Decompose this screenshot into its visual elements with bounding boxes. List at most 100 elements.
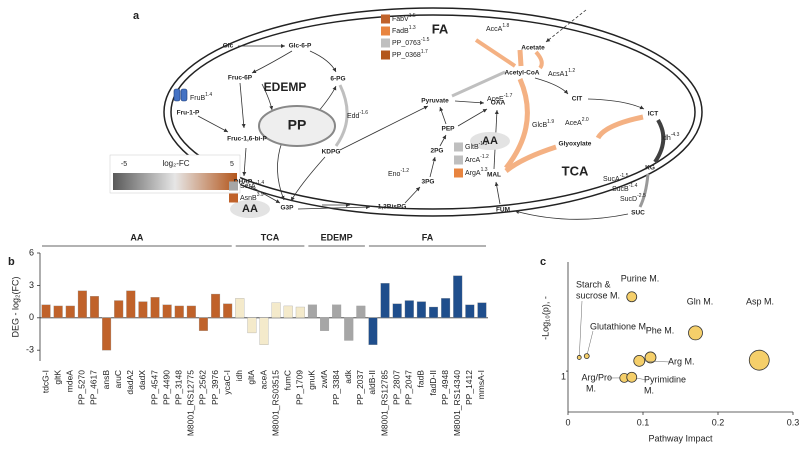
enzyme-name: FadB xyxy=(392,28,409,35)
enzyme-fc: 1.3 xyxy=(481,167,488,173)
colorbar-min: -5 xyxy=(121,161,127,168)
x-tick-label: PP_4490 xyxy=(161,370,171,405)
enzyme-label: AccA1.8 xyxy=(486,23,510,33)
bar xyxy=(332,304,342,318)
enzyme-swatch xyxy=(454,142,463,152)
bar xyxy=(320,317,330,331)
bubble xyxy=(626,291,638,303)
bubble-label: Starch & xyxy=(576,279,611,289)
enzyme-label: AceA2.0 xyxy=(565,117,589,127)
enzyme-name: SucB xyxy=(612,186,629,193)
x-tick-label: PP_2037 xyxy=(355,370,365,405)
metabolite: KG xyxy=(645,165,655,172)
bubble xyxy=(748,349,770,371)
enzyme-name: AcsA1 xyxy=(548,71,568,78)
x-tick-label: gnuK xyxy=(307,370,317,390)
bar xyxy=(162,304,172,318)
x-tick-label: PP_4948 xyxy=(440,370,450,405)
leader-line xyxy=(579,300,583,358)
x-axis-label: Pathway Impact xyxy=(648,433,713,443)
x-tick-label: mmsA-I xyxy=(476,370,486,399)
enzyme-name: Edd xyxy=(347,113,360,120)
enzyme-name: AsnB xyxy=(240,195,257,202)
panel-label: c xyxy=(540,256,546,268)
metabolite: Pyruvate xyxy=(421,98,449,105)
metabolite: CIT xyxy=(572,96,583,103)
bar xyxy=(247,317,257,334)
metabolite: ICT xyxy=(648,111,659,118)
enzyme-fc: -1.5 xyxy=(620,173,629,179)
enzyme-fc: -1.4 xyxy=(256,180,265,186)
enzyme-fc: -1.7 xyxy=(504,93,513,99)
x-tick-label: dadX xyxy=(137,370,147,390)
y-tick-label: 0 xyxy=(29,312,34,322)
bar xyxy=(138,301,148,318)
enzyme-fc: 1.7 xyxy=(421,49,428,55)
pathway-label: AA xyxy=(482,135,498,147)
enzyme-label: Eno-1.2 xyxy=(388,168,409,178)
x-tick-label: 0.3 xyxy=(787,417,800,427)
enzyme-fc: -1.4 xyxy=(629,183,638,189)
bubble xyxy=(626,371,638,383)
bubble-label: Purine M. xyxy=(621,273,660,283)
bar xyxy=(65,305,75,318)
enzyme-label: SucB-1.4 xyxy=(612,183,638,193)
enzyme-name: SucA xyxy=(603,176,620,183)
bar xyxy=(344,317,354,341)
bar xyxy=(404,300,414,318)
enzyme-label: FadB1.3 xyxy=(392,25,416,35)
enzyme-swatch xyxy=(454,168,463,178)
y-tick-label: 6 xyxy=(29,247,34,257)
bar xyxy=(416,301,426,318)
metabolite: Glc-6-P xyxy=(289,43,312,50)
colorbar: -5 log₂-FC 5 xyxy=(109,154,241,194)
bar xyxy=(295,306,305,318)
x-tick-label: 0.2 xyxy=(712,417,725,427)
enzyme-swatch xyxy=(229,193,238,203)
pathway-label: PP xyxy=(288,117,307,133)
x-tick-label: zwfA xyxy=(319,370,329,389)
bar xyxy=(211,293,221,318)
bubble-label: Glutathione M. xyxy=(590,321,649,331)
group-label: EDEMP xyxy=(321,232,353,242)
enzyme-swatch xyxy=(381,14,390,24)
enzyme-swatch xyxy=(381,50,390,60)
x-tick-label: M8001_RS03515 xyxy=(270,370,280,436)
enzyme-label: FabV1.5 xyxy=(392,13,416,23)
x-tick-label: PP_3148 xyxy=(173,370,183,405)
metabolite: 2PG xyxy=(430,148,443,155)
enzyme-name: GltB xyxy=(465,144,479,151)
x-tick-label: PP_3976 xyxy=(210,370,220,405)
enzyme-name: Eno xyxy=(388,171,401,178)
x-tick-label: 0 xyxy=(565,417,570,427)
x-tick-label: dadA2 xyxy=(125,370,135,395)
bar xyxy=(114,300,124,318)
enzyme-fc: -1.2 xyxy=(480,154,489,160)
x-tick-label: tdcG-I xyxy=(40,370,50,393)
bar xyxy=(89,296,99,318)
metabolite: OAA xyxy=(491,100,506,107)
x-tick-label: M8001_RS12775 xyxy=(186,370,196,436)
enzyme-label: GltB-1.3 xyxy=(465,141,487,151)
leader-line xyxy=(586,330,594,357)
x-tick-label: gltK xyxy=(52,370,62,385)
colorbar-max: 5 xyxy=(230,161,234,168)
metabolite: Fruc-1,6-bi-P xyxy=(227,136,267,143)
bubble-label: Pyrimidine xyxy=(644,374,686,384)
x-tick-label: fadB xyxy=(416,370,426,388)
metabolite: Acetyl-CoA xyxy=(504,70,539,77)
metabolite: Fru-1-P xyxy=(177,110,200,117)
bar xyxy=(429,306,439,318)
bubble-label: sucrose M. xyxy=(576,290,620,300)
enzyme-swatch xyxy=(454,155,463,165)
bar xyxy=(465,304,475,318)
group-label: TCA xyxy=(261,232,280,242)
enzyme-name: ArcA xyxy=(465,157,481,164)
bubble-label: Gln M. xyxy=(687,296,714,306)
x-tick-label: PP_5270 xyxy=(77,370,87,405)
bubble-label: Arg M. xyxy=(668,356,695,366)
enzyme-label: Edd-1.6 xyxy=(347,110,368,120)
x-tick-label: PP_2807 xyxy=(391,370,401,405)
enzyme-name: SerA xyxy=(240,183,256,190)
enzyme-name: FabV xyxy=(392,16,409,23)
